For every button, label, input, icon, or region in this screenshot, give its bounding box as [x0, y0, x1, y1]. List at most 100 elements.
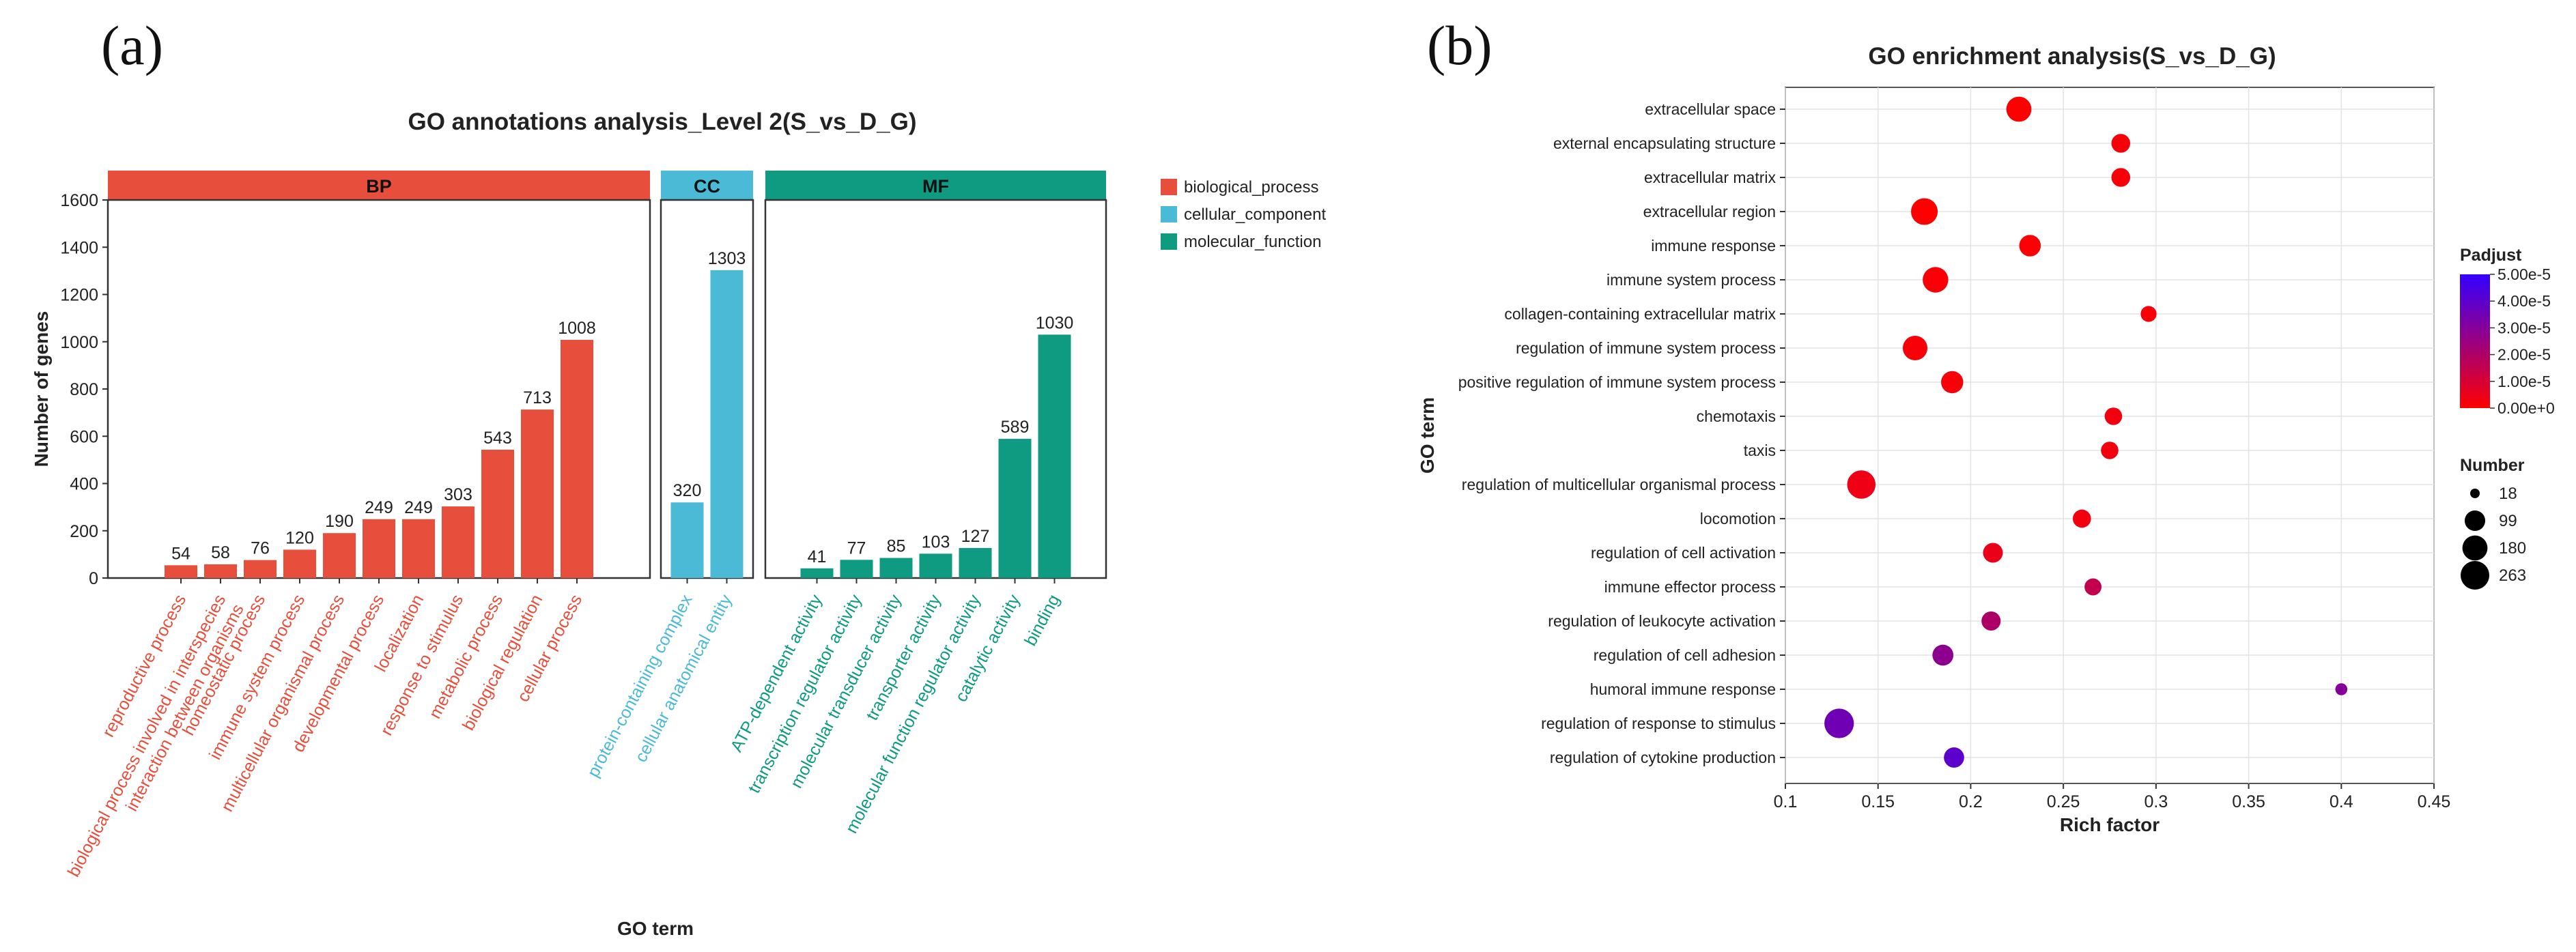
bar-value-label: 190 — [325, 512, 354, 531]
go-term-label: chemotaxis — [1697, 407, 1776, 425]
bubble-chart-title: GO enrichment analysis(S_vs_D_G) — [1868, 43, 2276, 70]
bar-value-label: 713 — [523, 388, 552, 407]
bubble-chart-xlabel: Rich factor — [2060, 814, 2160, 835]
legend-label: molecular_function — [1184, 233, 1321, 251]
bubble-point — [1983, 543, 2003, 563]
facet-strip-label: BP — [366, 176, 392, 197]
padjust-tick-label: 4.00e-5 — [2497, 292, 2551, 310]
bar — [879, 558, 913, 578]
number-legend-label: 180 — [2499, 539, 2526, 558]
bar — [481, 449, 514, 578]
bubble-point — [2101, 442, 2119, 459]
bubble-chart-ylabel: GO term — [1417, 397, 1438, 474]
x-tick-label: 0.2 — [1959, 792, 1983, 811]
bubble-point — [2006, 96, 2032, 122]
bar — [363, 519, 395, 578]
bubble-point — [1981, 611, 2001, 631]
y-tick-label: 1000 — [60, 333, 98, 352]
facet-strip-mf — [765, 171, 1106, 200]
bar-chart-xlabel: GO term — [617, 918, 694, 939]
bar-value-label: 543 — [483, 429, 512, 448]
go-term-label: regulation of cytokine production — [1550, 749, 1776, 766]
bubble-point — [2335, 683, 2348, 695]
y-tick-label: 1600 — [60, 191, 98, 210]
padjust-tick-label: 1.00e-5 — [2497, 373, 2551, 390]
facet-strip-label: MF — [922, 176, 949, 197]
bubble-point — [1824, 708, 1854, 738]
bar-value-label: 127 — [961, 527, 990, 546]
bar — [959, 548, 992, 578]
x-category-label-line: binding — [1021, 592, 1064, 649]
legend-swatch — [1161, 179, 1177, 195]
padjust-tick-label: 0.00e+0 — [2497, 399, 2555, 417]
bar — [998, 439, 1032, 578]
bar — [204, 564, 237, 578]
bar — [1038, 334, 1071, 578]
go-term-label: regulation of multicellular organismal p… — [1462, 476, 1776, 493]
number-legend-dot — [2470, 489, 2480, 498]
bar-chart-title: GO annotations analysis_Level 2(S_vs_D_G… — [408, 109, 916, 135]
bar — [521, 409, 554, 578]
bubble-point — [1944, 747, 1964, 768]
bubble-point — [1941, 371, 1964, 394]
x-category-label: binding — [1021, 592, 1064, 649]
go-term-label: locomotion — [1700, 510, 1776, 528]
go-term-label: collagen-containing extracellular matrix — [1504, 305, 1776, 323]
padjust-tick-label: 3.00e-5 — [2497, 319, 2551, 336]
go-term-label: regulation of cell adhesion — [1594, 646, 1776, 664]
panel-label-b: (b) — [1427, 14, 1492, 76]
facet-strip-label: CC — [694, 176, 720, 197]
bar-value-label: 320 — [673, 481, 702, 500]
go-term-label: regulation of cell activation — [1591, 544, 1776, 562]
panel-label-a: (a) — [101, 14, 163, 76]
bubble-point — [1932, 644, 1954, 666]
bubble-point — [2019, 235, 2041, 257]
bar — [561, 339, 593, 578]
padjust-legend-title: Padjust — [2460, 246, 2522, 265]
go-term-label: extracellular matrix — [1644, 169, 1776, 186]
go-term-label: regulation of leukocyte activation — [1548, 612, 1776, 630]
go-term-label: positive regulation of immune system pro… — [1458, 373, 1776, 391]
number-legend-label: 99 — [2499, 512, 2517, 530]
bar-value-label: 54 — [171, 544, 190, 563]
facet-panel-border — [660, 199, 754, 579]
bar-value-label: 589 — [1001, 418, 1030, 437]
facet-strip-cc — [661, 171, 753, 200]
bar-value-label: 120 — [285, 528, 314, 547]
bubble-point — [2084, 578, 2102, 596]
go-term-label: regulation of immune system process — [1516, 339, 1776, 357]
legend-swatch — [1161, 206, 1177, 222]
x-tick-label: 0.4 — [2330, 792, 2353, 811]
bubble-point — [1923, 267, 1949, 293]
bar-value-label: 1030 — [1036, 313, 1074, 332]
bubble-point — [2111, 168, 2131, 187]
y-tick-label: 400 — [70, 475, 98, 494]
padjust-tick-label: 2.00e-5 — [2497, 346, 2551, 364]
bar-value-label: 1303 — [708, 249, 746, 268]
go-term-label: humoral immune response — [1590, 680, 1776, 698]
bubble-point — [2111, 134, 2131, 153]
number-legend-dot — [2464, 510, 2486, 532]
bubble-point — [1902, 335, 1928, 361]
bar-value-label: 249 — [365, 498, 393, 517]
number-legend-label: 263 — [2499, 566, 2526, 585]
bubble-point — [1911, 198, 1938, 225]
bar — [800, 568, 834, 578]
bar — [165, 565, 197, 578]
bar-value-label: 58 — [211, 543, 230, 562]
x-tick-label: 0.25 — [2047, 792, 2080, 811]
legend-label: biological_process — [1184, 178, 1318, 197]
bar — [323, 533, 356, 578]
padjust-color-bar — [2460, 274, 2490, 408]
bar-value-label: 41 — [808, 547, 827, 566]
bar-value-label: 103 — [922, 532, 950, 551]
y-tick-label: 0 — [89, 569, 98, 588]
y-tick-label: 1400 — [60, 238, 98, 257]
go-term-label: extracellular region — [1643, 203, 1776, 220]
legend-swatch — [1161, 233, 1177, 250]
x-category-label-line: biological process involved in interspec… — [64, 592, 230, 880]
bubble-point — [1847, 470, 1876, 499]
go-annotation-bar-chart: GO annotations analysis_Level 2(S_vs_D_G… — [31, 109, 1326, 939]
bubble-point — [2140, 306, 2157, 322]
go-term-label: regulation of response to stimulus — [1541, 715, 1776, 732]
